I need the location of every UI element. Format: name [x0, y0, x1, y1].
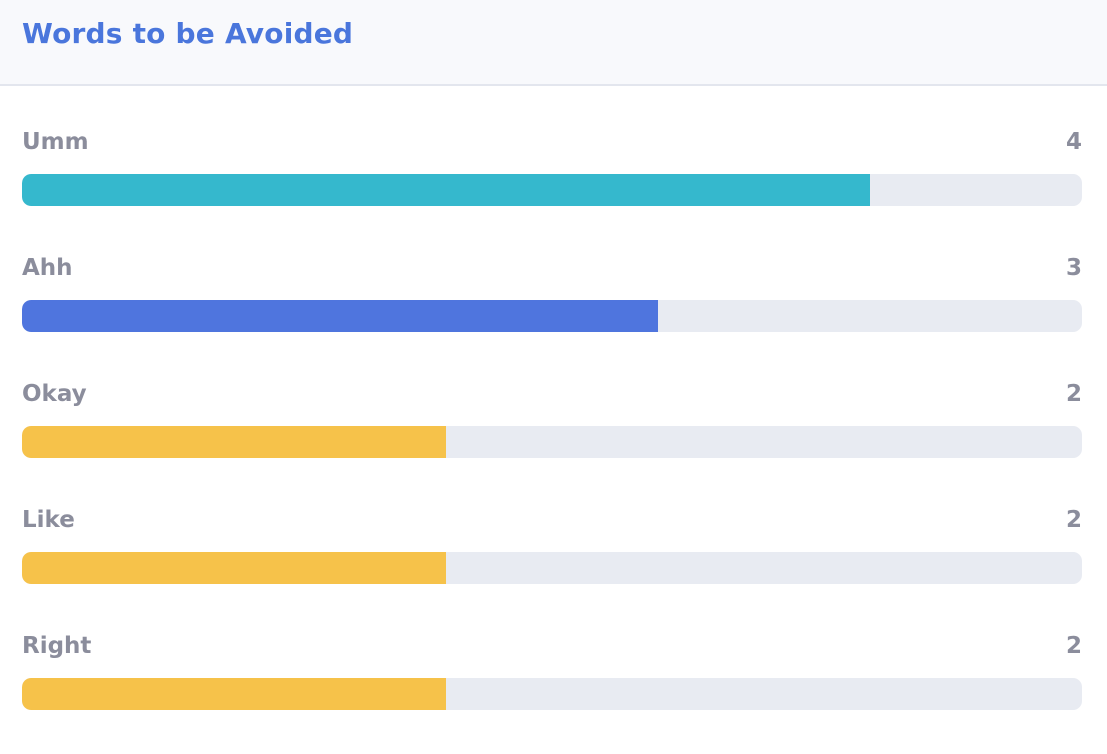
word-label: Umm	[22, 129, 89, 155]
word-count: 2	[1065, 381, 1082, 407]
word-row-head: Okay 2	[22, 376, 1082, 412]
progress-track	[22, 300, 1082, 332]
word-count: 4	[1065, 129, 1082, 155]
progress-fill	[22, 174, 870, 206]
word-label: Okay	[22, 381, 87, 407]
progress-track	[22, 426, 1082, 458]
progress-fill	[22, 426, 446, 458]
word-row-head: Right 2	[22, 628, 1082, 664]
word-row-head: Like 2	[22, 502, 1082, 538]
word-row-like: Like 2	[22, 502, 1082, 628]
word-label: Ahh	[22, 255, 73, 281]
progress-track	[22, 678, 1082, 710]
word-count: 2	[1065, 633, 1082, 659]
word-count: 3	[1065, 255, 1082, 281]
progress-track	[22, 552, 1082, 584]
progress-track	[22, 174, 1082, 206]
word-label: Like	[22, 507, 75, 533]
word-list: Umm 4 Ahh 3 Okay 2	[22, 124, 1082, 754]
word-row-ahh: Ahh 3	[22, 250, 1082, 376]
card-header: Words to be Avoided	[0, 0, 1107, 86]
word-count: 2	[1065, 507, 1082, 533]
word-label: Right	[22, 633, 92, 659]
card-title: Words to be Avoided	[22, 17, 354, 50]
word-row-head: Umm 4	[22, 124, 1082, 160]
word-row-umm: Umm 4	[22, 124, 1082, 250]
progress-fill	[22, 552, 446, 584]
word-row-right: Right 2	[22, 628, 1082, 754]
progress-fill	[22, 678, 446, 710]
word-row-head: Ahh 3	[22, 250, 1082, 286]
progress-fill	[22, 300, 658, 332]
word-row-okay: Okay 2	[22, 376, 1082, 502]
